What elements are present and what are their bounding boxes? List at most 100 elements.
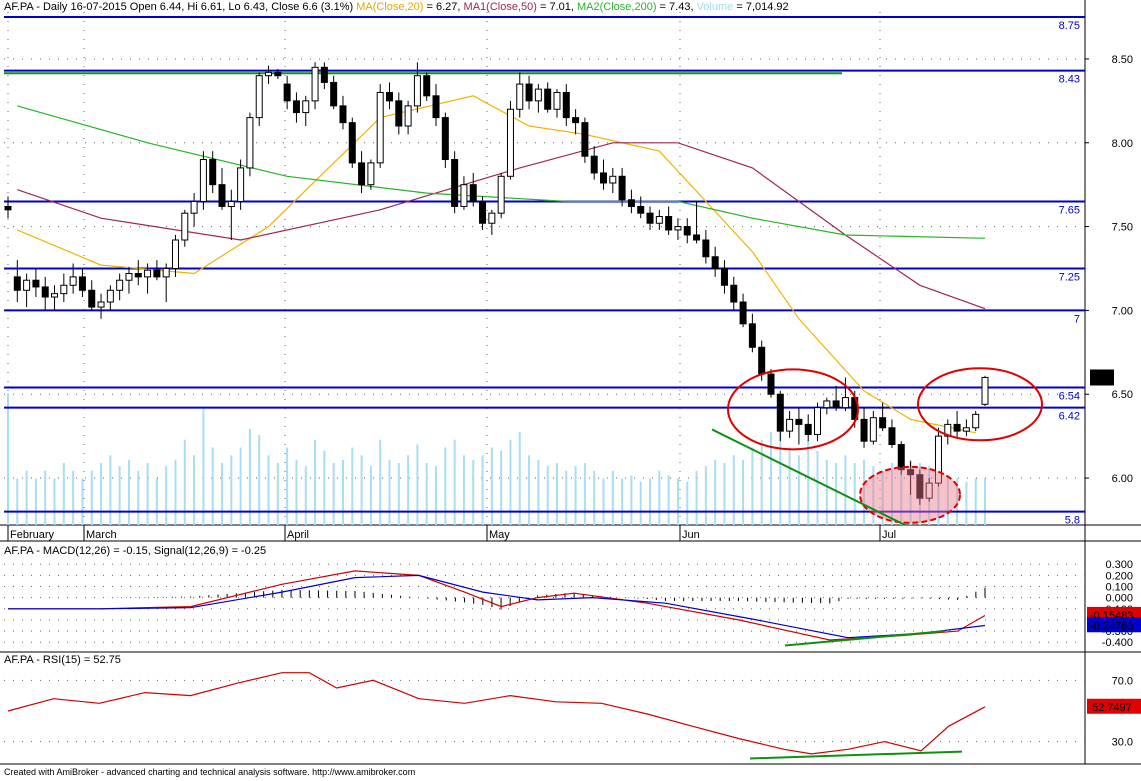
macd-tick-label: 0.100 xyxy=(1105,582,1133,594)
volume-bar xyxy=(546,466,549,525)
candle-body xyxy=(32,279,40,288)
candle-body xyxy=(832,400,840,409)
volume-bar xyxy=(937,470,940,525)
volume-bar xyxy=(667,475,670,525)
month-label: February xyxy=(10,529,55,541)
macd-tick-label: 0.300 xyxy=(1105,559,1133,571)
volume-bar xyxy=(769,432,772,525)
trendline xyxy=(711,428,906,526)
volume-bar xyxy=(146,463,149,525)
candle-body xyxy=(125,273,133,281)
volume-bar xyxy=(695,470,698,525)
volume-bar xyxy=(676,478,679,525)
volume-bar xyxy=(118,466,121,525)
volume-bar xyxy=(751,447,754,525)
rsi-tick-label: 70.0 xyxy=(1112,675,1133,687)
pattern-ellipse xyxy=(727,368,859,451)
price-tick-label: 6.00 xyxy=(1112,473,1133,485)
volume-bar xyxy=(583,463,586,525)
candle-body xyxy=(655,216,663,224)
candle-body xyxy=(283,83,291,102)
candle-body xyxy=(683,226,691,236)
candle-body xyxy=(246,117,254,169)
volume-bar xyxy=(984,478,986,525)
volume-bar xyxy=(25,470,28,525)
header-high-label: Hi xyxy=(187,1,198,13)
candle-body xyxy=(609,175,617,184)
volume-bar xyxy=(62,463,65,525)
volume-bar xyxy=(286,447,289,525)
candle-body xyxy=(934,435,942,484)
candle-body xyxy=(162,268,170,278)
candle-body xyxy=(897,444,905,471)
volume-bar xyxy=(788,447,791,525)
volume-bar xyxy=(779,424,782,525)
volume-bar xyxy=(881,470,884,525)
candle-body xyxy=(171,239,179,269)
level-label: 6.54 xyxy=(1059,391,1080,403)
volume-bar xyxy=(109,455,112,525)
volume-bar xyxy=(16,478,19,525)
header-ma200: 7.43 xyxy=(669,1,691,13)
rsi-tick-label: 30.0 xyxy=(1112,737,1133,749)
volume-bar xyxy=(155,478,158,525)
pattern-ellipse xyxy=(917,367,1043,442)
volume-bar xyxy=(34,478,37,525)
candle-body xyxy=(469,184,477,202)
header-close-label: Close xyxy=(271,1,300,13)
price-tick-label: 8.50 xyxy=(1112,54,1133,66)
candle-body xyxy=(88,289,96,308)
candle-body xyxy=(4,205,12,211)
volume-bar xyxy=(630,475,633,525)
candle-body xyxy=(497,175,505,214)
last-price-tag: 6.6 xyxy=(1094,372,1109,384)
header-ma20: 6.27 xyxy=(436,1,458,13)
price-tick-label: 6.50 xyxy=(1112,389,1133,401)
volume-bar xyxy=(425,463,428,525)
rsi-line xyxy=(7,672,986,755)
volume-bar xyxy=(314,439,317,525)
candle-body xyxy=(972,413,980,429)
macd-trendline xyxy=(784,630,946,647)
volume-bar xyxy=(844,455,847,525)
volume-bar xyxy=(807,439,810,525)
candle-body xyxy=(106,289,114,303)
volume-bar xyxy=(397,463,400,525)
volume-bar xyxy=(760,439,763,525)
candle-body xyxy=(814,407,822,435)
level-label: 5.8 xyxy=(1065,515,1080,527)
volume-bar xyxy=(593,470,596,525)
candle-body xyxy=(385,91,393,102)
signal-line xyxy=(8,574,986,639)
volume-bar xyxy=(518,432,521,525)
header-date: 16-07-2015 xyxy=(70,1,127,13)
volume-bar xyxy=(472,459,475,525)
volume-bar xyxy=(444,447,447,525)
candle-body xyxy=(51,293,59,298)
candle-body xyxy=(553,91,561,110)
month-label: Jul xyxy=(882,529,896,541)
header-volume: 7,014.92 xyxy=(745,1,789,13)
volume-bar xyxy=(946,475,949,525)
month-label: Jun xyxy=(682,529,700,541)
footer-credit: Created with AmiBroker - advanced charti… xyxy=(4,767,416,777)
month-label: March xyxy=(86,529,117,541)
rsi-label: AF.PA - RSI(15) = 52.75 xyxy=(4,654,121,666)
header-low-label: Lo xyxy=(228,1,241,13)
candle-body xyxy=(330,81,338,107)
volume-bar xyxy=(323,450,326,525)
candle-body xyxy=(730,284,738,303)
volume-bar xyxy=(453,439,456,525)
candle-body xyxy=(181,212,189,241)
last-price-tag-bg xyxy=(1090,369,1114,386)
candle-body xyxy=(116,279,124,291)
candle-body xyxy=(767,373,775,395)
volume-bar xyxy=(742,459,745,525)
volume-bar xyxy=(537,459,540,525)
volume-bar xyxy=(379,439,382,525)
volume-bar xyxy=(509,439,512,525)
volume-bar xyxy=(490,447,493,525)
volume-bar xyxy=(202,408,205,525)
candle-body xyxy=(879,417,887,429)
